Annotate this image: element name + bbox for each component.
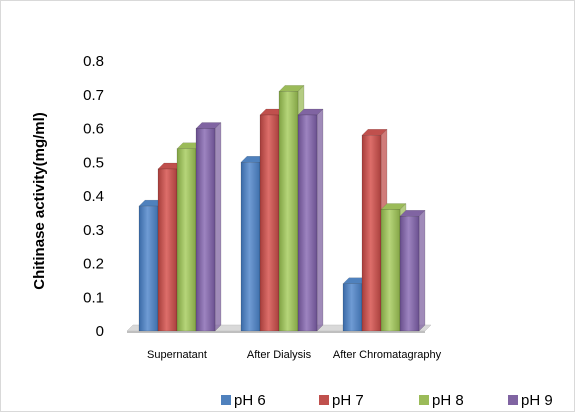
legend-label: pH 7 — [332, 392, 364, 409]
bars — [138, 84, 426, 332]
bar-front — [259, 114, 280, 332]
y-tick-labels: 0 0.1 0.2 0.3 0.4 0.5 0.6 0.7 0.8 — [83, 53, 104, 340]
legend-swatch — [319, 395, 329, 405]
bar-front — [157, 168, 178, 332]
category-label: Supernatant — [147, 349, 207, 361]
y-tick-label: 0 — [96, 323, 104, 340]
bar-side — [214, 121, 222, 332]
y-axis-label: Chitinase activity(mg/ml) — [31, 112, 48, 290]
bar-front — [297, 114, 318, 332]
y-tick-label: 0.3 — [83, 222, 104, 239]
category-label: After Chromatagraphy — [333, 349, 442, 361]
y-tick-label: 0.8 — [83, 53, 104, 70]
bar-front — [278, 91, 299, 332]
y-tick-label: 0.6 — [83, 121, 104, 138]
legend-swatch — [508, 395, 518, 405]
legend-swatch — [221, 395, 231, 405]
legend-swatch — [419, 395, 429, 405]
legend-item: pH 6 — [221, 392, 266, 409]
y-tick-label: 0.2 — [83, 256, 104, 273]
y-tick-label: 0.1 — [83, 289, 104, 306]
legend-item: pH 7 — [319, 392, 364, 409]
bar-front — [361, 135, 382, 332]
legend: pH 6 pH 7 pH 8 pH 9 — [221, 392, 553, 409]
legend-label: pH 9 — [521, 392, 553, 409]
bar-front — [380, 209, 401, 332]
bar-front — [399, 216, 420, 332]
bar — [195, 121, 222, 332]
legend-label: pH 8 — [432, 392, 464, 409]
y-tick-label: 0.5 — [83, 154, 104, 171]
bar — [297, 108, 324, 332]
bar-side — [418, 209, 426, 332]
bar — [399, 209, 426, 332]
y-tick-label: 0.4 — [83, 188, 104, 205]
bar-front — [138, 205, 159, 332]
bar-front — [240, 162, 261, 332]
bar-side — [316, 108, 324, 332]
category-labels: Supernatant After Dialysis After Chromatag… — [147, 349, 442, 361]
legend-item: pH 9 — [508, 392, 553, 409]
category-label: After Dialysis — [247, 349, 312, 361]
legend-label: pH 6 — [234, 392, 266, 409]
bar-front — [195, 128, 216, 332]
y-tick-label: 0.7 — [83, 87, 104, 104]
bar-front — [342, 283, 363, 332]
bar-front — [176, 148, 197, 332]
legend-item: pH 8 — [419, 392, 464, 409]
